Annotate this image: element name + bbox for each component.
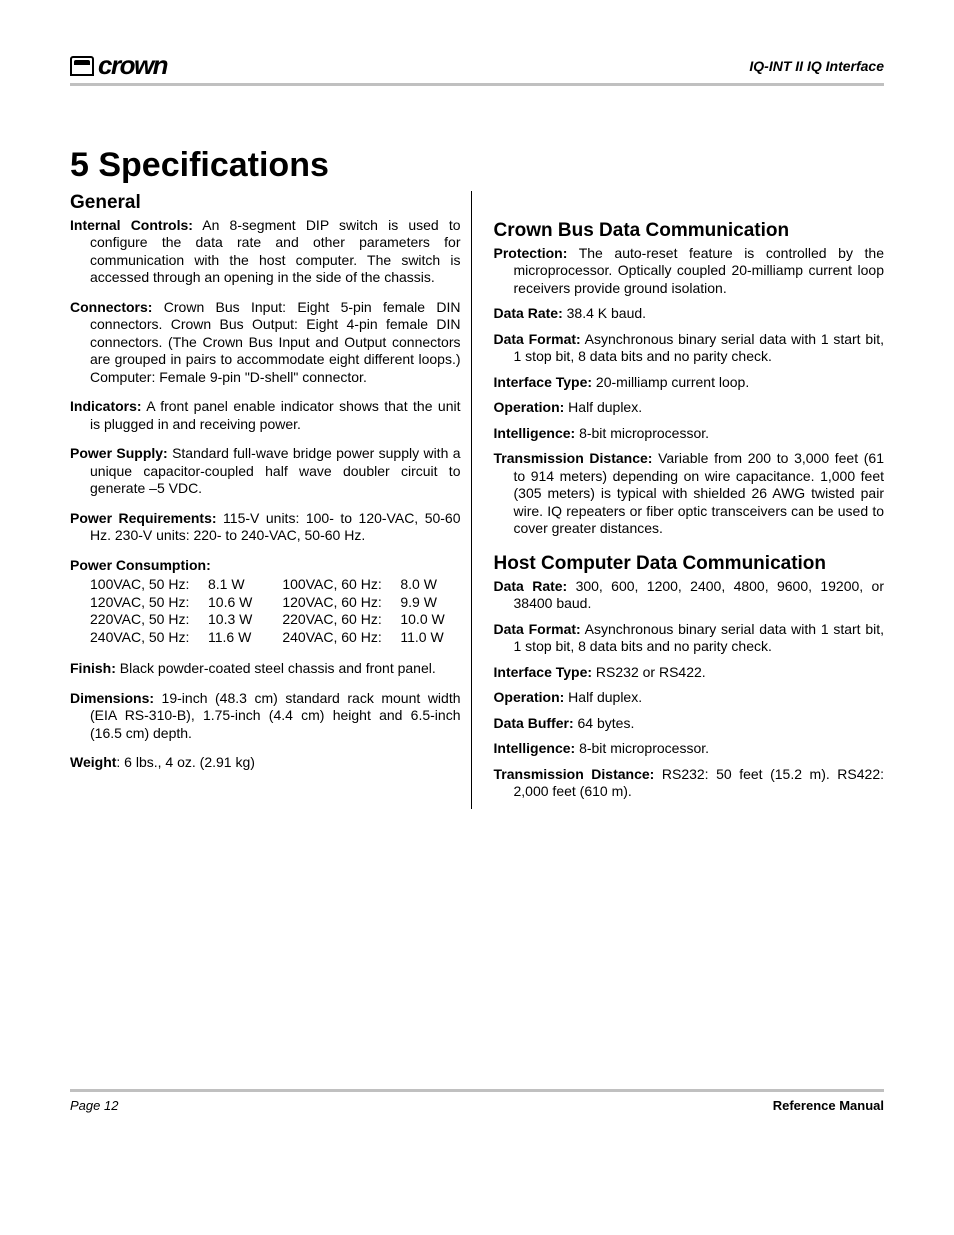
content-columns: General Internal Controls: An 8-segment … [70,191,884,809]
spec-finish: Finish: Black powder-coated steel chassi… [70,660,461,678]
spec-h-data-format: Data Format: Asynchronous binary serial … [494,621,885,656]
text-protection: The auto-reset feature is controlled by … [514,245,885,296]
spec-h-transmission: Transmission Distance: RS232: 50 feet (1… [494,766,885,801]
spec-dimensions: Dimensions: 19-inch (48.3 cm) standard r… [70,690,461,743]
text-weight: : 6 lbs., 4 oz. (2.91 kg) [116,754,255,770]
general-heading: General [70,191,461,215]
label-intelligence: Intelligence: [494,425,576,441]
label-operation: Operation: [494,399,565,415]
document-title: IQ-INT II IQ Interface [749,58,884,74]
host-computer-heading: Host Computer Data Communication [494,552,885,576]
spec-power-consumption: Power Consumption: [70,557,461,575]
label-h-data-buffer: Data Buffer: [494,715,574,731]
manual-label: Reference Manual [773,1098,884,1113]
spec-transmission: Transmission Distance: Variable from 200… [494,450,885,538]
text-h-interface-type: RS232 or RS422. [592,664,706,680]
label-h-data-rate: Data Rate: [494,578,568,594]
page: crown IQ-INT II IQ Interface 5 Specifica… [0,0,954,1153]
left-column: General Internal Controls: An 8-segment … [70,191,472,809]
text-h-data-buffer: 64 bytes. [574,715,635,731]
text-indicators: A front panel enable indicator shows tha… [90,398,461,432]
table-row: 220VAC, 60 Hz:10.0 W [282,611,444,629]
spec-data-rate: Data Rate: 38.4 K baud. [494,305,885,323]
table-row: 100VAC, 50 Hz:8.1 W [90,576,252,594]
page-footer: Page 12 Reference Manual [70,1089,884,1113]
label-connectors: Connectors: [70,299,152,315]
brand-logo-text: crown [98,50,167,81]
power-consumption-table: 100VAC, 50 Hz:8.1 W 120VAC, 50 Hz:10.6 W… [70,576,461,646]
text-data-rate: 38.4 K baud. [563,305,646,321]
label-h-data-format: Data Format: [494,621,581,637]
text-h-data-rate: 300, 600, 1200, 2400, 4800, 9600, 19200,… [514,578,885,612]
pc-col-50hz: 100VAC, 50 Hz:8.1 W 120VAC, 50 Hz:10.6 W… [90,576,252,646]
right-column: Crown Bus Data Communication Protection:… [494,191,885,809]
label-finish: Finish: [70,660,116,676]
section-title: 5 Specifications [70,146,884,185]
page-header: crown IQ-INT II IQ Interface [70,50,884,86]
spec-connectors: Connectors: Crown Bus Input: Eight 5-pin… [70,299,461,387]
table-row: 240VAC, 60 Hz:11.0 W [282,629,444,647]
spec-h-intelligence: Intelligence: 8-bit microprocessor. [494,740,885,758]
spec-internal-controls: Internal Controls: An 8-segment DIP swit… [70,217,461,287]
label-weight: Weight [70,754,116,770]
crown-bus-heading: Crown Bus Data Communication [494,219,885,243]
spec-power-requirements: Power Requirements: 115-V units: 100- to… [70,510,461,545]
table-row: 120VAC, 50 Hz:10.6 W [90,594,252,612]
table-row: 100VAC, 60 Hz:8.0 W [282,576,444,594]
spec-indicators: Indicators: A front panel enable indicat… [70,398,461,433]
spec-intelligence: Intelligence: 8-bit microprocessor. [494,425,885,443]
spec-protection: Protection: The auto-reset feature is co… [494,245,885,298]
text-finish: Black powder-coated steel chassis and fr… [116,660,436,676]
spec-h-data-buffer: Data Buffer: 64 bytes. [494,715,885,733]
page-number: Page 12 [70,1098,118,1113]
text-h-intelligence: 8-bit microprocessor. [575,740,709,756]
spec-h-data-rate: Data Rate: 300, 600, 1200, 2400, 4800, 9… [494,578,885,613]
label-h-transmission: Transmission Distance: [494,766,655,782]
label-h-interface-type: Interface Type: [494,664,593,680]
label-interface-type: Interface Type: [494,374,593,390]
text-interface-type: 20-milliamp current loop. [592,374,749,390]
label-internal-controls: Internal Controls: [70,217,193,233]
brand-logo: crown [70,50,167,81]
spec-interface-type: Interface Type: 20-milliamp current loop… [494,374,885,392]
table-row: 120VAC, 60 Hz:9.9 W [282,594,444,612]
label-power-consumption: Power Consumption: [70,557,211,573]
label-power-requirements: Power Requirements: [70,510,217,526]
spec-h-operation: Operation: Half duplex. [494,689,885,707]
text-intelligence: 8-bit microprocessor. [575,425,709,441]
label-protection: Protection: [494,245,568,261]
label-h-operation: Operation: [494,689,565,705]
table-row: 220VAC, 50 Hz:10.3 W [90,611,252,629]
text-operation: Half duplex. [564,399,642,415]
pc-col-60hz: 100VAC, 60 Hz:8.0 W 120VAC, 60 Hz:9.9 W … [282,576,444,646]
spec-data-format: Data Format: Asynchronous binary serial … [494,331,885,366]
table-row: 240VAC, 50 Hz:11.6 W [90,629,252,647]
label-h-intelligence: Intelligence: [494,740,576,756]
label-power-supply: Power Supply: [70,445,168,461]
spacer [494,191,885,219]
label-indicators: Indicators: [70,398,142,414]
spec-operation: Operation: Half duplex. [494,399,885,417]
spec-h-interface-type: Interface Type: RS232 or RS422. [494,664,885,682]
crown-logo-icon [70,56,94,76]
label-dimensions: Dimensions: [70,690,154,706]
spec-power-supply: Power Supply: Standard full-wave bridge … [70,445,461,498]
text-h-operation: Half duplex. [564,689,642,705]
label-data-rate: Data Rate: [494,305,563,321]
label-data-format: Data Format: [494,331,581,347]
spec-weight: Weight: 6 lbs., 4 oz. (2.91 kg) [70,754,461,772]
label-transmission: Transmission Distance: [494,450,653,466]
